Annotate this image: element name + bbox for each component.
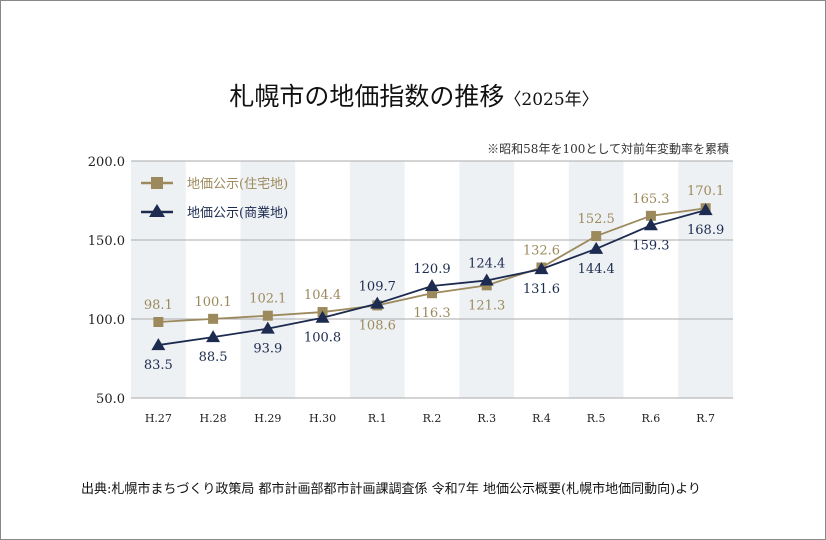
data-label: 98.1 — [144, 298, 173, 313]
y-tick-label: 200.0 — [88, 155, 125, 170]
y-tick-label: 50.0 — [96, 392, 125, 407]
title-text: 札幌市の地価指数の推移 — [229, 82, 505, 111]
legend-square-icon — [151, 177, 163, 189]
x-tick-label: H.30 — [309, 412, 336, 425]
legend-triangle-icon — [149, 204, 165, 217]
data-label: 170.1 — [687, 184, 724, 199]
triangle-marker — [206, 330, 221, 343]
x-tick-label: R.2 — [423, 412, 442, 425]
triangle-marker — [534, 262, 549, 275]
column-band — [678, 161, 733, 398]
data-label: 83.5 — [144, 358, 173, 373]
data-label: 109.7 — [359, 280, 396, 295]
x-tick-label: R.3 — [477, 412, 496, 425]
chart-title: 札幌市の地価指数の推移〈2025年〉 — [1, 77, 825, 113]
y-tick-label: 150.0 — [88, 234, 125, 249]
x-tick-label: H.29 — [254, 412, 281, 425]
legend-label: 地価公示(商業地) — [187, 205, 288, 221]
square-marker — [208, 313, 219, 324]
data-label: 144.4 — [578, 262, 615, 277]
x-tick-label: R.5 — [587, 412, 606, 425]
data-label: 120.9 — [413, 262, 450, 277]
data-label: 124.4 — [468, 256, 505, 271]
triangle-marker — [479, 273, 494, 286]
source-note: 出典:札幌市まちづくり政策局 都市計画部都市計画課調査係 令和7年 地価公示概要… — [81, 482, 701, 497]
data-label: 102.1 — [249, 292, 286, 307]
triangle-marker — [260, 321, 275, 334]
data-label: 165.3 — [632, 192, 669, 207]
data-label: 168.9 — [687, 223, 724, 238]
square-marker — [591, 231, 602, 242]
triangle-marker — [698, 203, 713, 216]
x-tick-label: R.4 — [532, 412, 551, 425]
square-marker — [153, 317, 164, 328]
triangle-marker — [370, 296, 385, 309]
triangle-marker — [589, 241, 604, 254]
x-tick-label: H.27 — [145, 412, 172, 425]
triangle-marker — [643, 218, 658, 231]
triangle-marker — [151, 338, 166, 351]
x-tick-label: R.7 — [696, 412, 715, 425]
column-band — [131, 161, 186, 398]
data-label: 88.5 — [199, 350, 228, 365]
data-label: 104.4 — [304, 288, 341, 303]
data-label: 93.9 — [253, 342, 282, 357]
column-band — [568, 161, 624, 398]
x-tick-label: R.1 — [368, 412, 387, 425]
title-year: 〈2025年〉 — [504, 90, 599, 110]
data-label: 131.6 — [523, 282, 560, 297]
y-tick-label: 100.0 — [88, 313, 125, 328]
data-label: 100.1 — [194, 295, 231, 310]
data-label: 116.3 — [413, 306, 450, 321]
data-label: 100.8 — [304, 331, 341, 346]
triangle-marker — [425, 278, 439, 291]
square-marker — [427, 288, 437, 299]
square-marker — [645, 210, 656, 221]
triangle-marker — [315, 310, 330, 323]
column-band — [240, 161, 296, 398]
x-tick-label: R.6 — [642, 412, 661, 425]
column-band — [349, 161, 405, 398]
chart-note: ※昭和58年を100として対前年変動率を累積 — [487, 142, 729, 156]
data-label: 132.6 — [523, 243, 560, 258]
data-label: 152.5 — [578, 212, 615, 227]
x-tick-label: H.28 — [200, 412, 227, 425]
data-label: 108.6 — [359, 318, 396, 333]
square-marker — [262, 310, 273, 321]
data-label: 121.3 — [468, 298, 505, 313]
legend-label: 地価公示(住宅地) — [187, 177, 288, 192]
data-label: 159.3 — [632, 238, 669, 253]
